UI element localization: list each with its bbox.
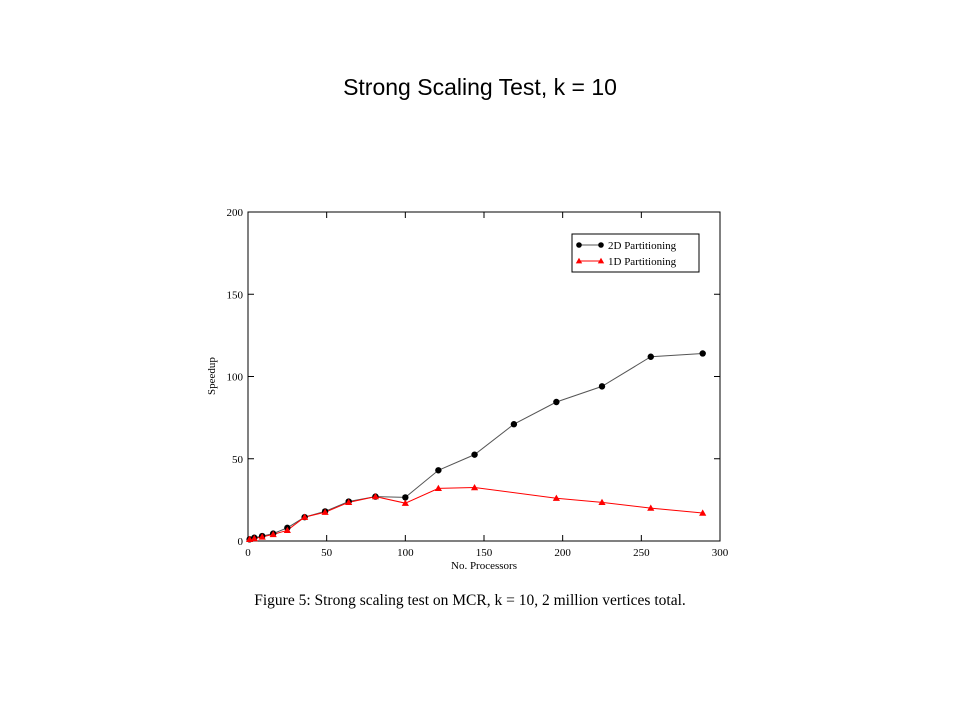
legend-swatch-marker [598, 242, 604, 248]
data-point-1d [434, 484, 442, 492]
x-tick-label: 0 [245, 547, 251, 559]
data-point-2d [402, 494, 409, 501]
legend-swatch-marker [576, 242, 582, 248]
axis-ticks: 0 50 100 150 200 250 300 0 50 100 150 200 [227, 207, 729, 559]
chart-legend: 2D Partitioning 1D Partitioning [571, 233, 700, 273]
series-markers [245, 350, 707, 543]
data-point-2d [598, 383, 606, 390]
data-point-2d [647, 353, 654, 360]
legend-label: 1D Partitioning [608, 256, 677, 268]
data-point-1d [647, 504, 655, 511]
y-tick-label: 0 [238, 536, 244, 548]
legend-box [571, 233, 700, 273]
data-point-2d [471, 451, 478, 458]
data-point-1d [470, 483, 479, 491]
data-point-1d [321, 508, 329, 515]
data-point-1d [371, 492, 380, 500]
data-point-1d [269, 530, 277, 538]
data-point-1d [301, 513, 309, 520]
data-point-2d [435, 467, 442, 474]
series-line-1 [249, 352, 703, 540]
data-point-1d [552, 494, 560, 501]
data-point-2d [553, 398, 560, 406]
series-line-2 [249, 487, 703, 540]
y-tick-label: 200 [227, 207, 244, 219]
data-point-1d [283, 526, 291, 534]
data-point-2d [699, 350, 706, 357]
legend-swatch-marker [575, 257, 583, 264]
x-tick-label: 300 [712, 547, 729, 559]
data-point-1d [345, 498, 353, 506]
x-tick-label: 250 [633, 547, 650, 559]
x-tick-label: 100 [397, 547, 414, 559]
data-point-1d [250, 534, 258, 542]
speedup-line-chart: 0 50 100 150 200 250 300 0 50 100 150 200 No. Proce… [206, 207, 729, 572]
data-point-1d [258, 533, 266, 540]
series-lines [249, 352, 703, 540]
x-tick-label: 150 [476, 547, 493, 559]
data-point-1d [598, 498, 606, 506]
data-point-1d [699, 509, 707, 516]
data-point-1d [401, 499, 409, 506]
legend-swatch-marker [597, 257, 605, 264]
x-tick-label: 200 [554, 547, 571, 559]
figure-caption: Figure 5: Strong scaling test on MCR, k … [254, 592, 686, 609]
y-tick-label: 50 [232, 454, 244, 466]
y-tick-label: 100 [227, 372, 244, 384]
x-axis-label: No. Processors [451, 560, 517, 572]
y-axis-label: Speedup [206, 357, 218, 395]
slide-title: Strong Scaling Test, k = 10 [343, 74, 617, 100]
data-point-2d [510, 421, 518, 428]
legend-label: 2D Partitioning [608, 240, 677, 252]
y-tick-label: 150 [227, 289, 244, 301]
x-tick-label: 50 [321, 547, 333, 559]
